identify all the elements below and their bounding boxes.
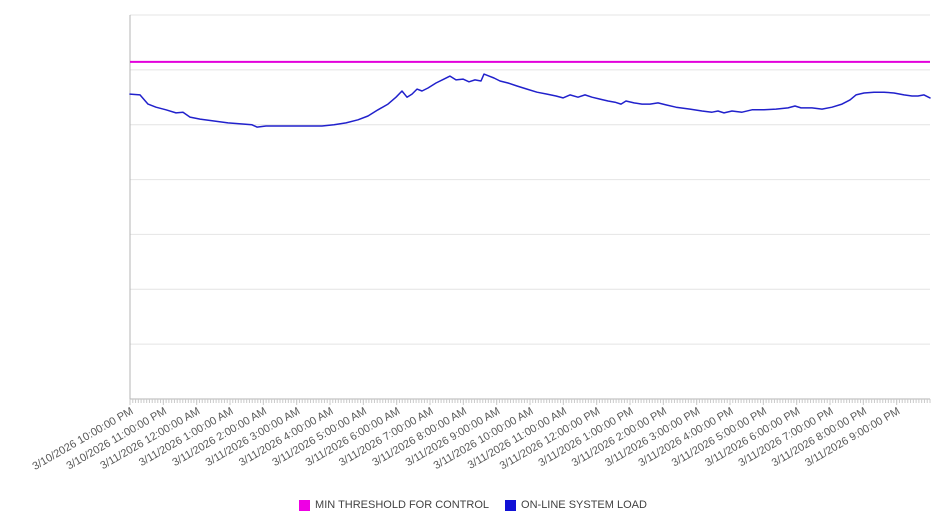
legend-swatch-min-threshold-icon — [299, 499, 311, 511]
chart-legend: MIN THRESHOLD FOR CONTROL ON-LINE SYSTEM… — [0, 496, 946, 514]
series-line-online-system-load — [129, 73, 931, 128]
legend-swatch-online-system-load-icon — [505, 499, 517, 511]
legend-label-online-system-load: ON-LINE SYSTEM LOAD — [521, 499, 647, 511]
legend-label-min-threshold: MIN THRESHOLD FOR CONTROL — [315, 499, 490, 511]
legend-item-online-system-load[interactable]: ON-LINE SYSTEM LOAD — [505, 499, 647, 511]
chart-canvas: 3/10/2026 10:00:00 PM3/10/2026 11:00:00 … — [30, 14, 931, 473]
legend-item-min-threshold-for-control[interactable]: MIN THRESHOLD FOR CONTROL — [299, 499, 489, 511]
